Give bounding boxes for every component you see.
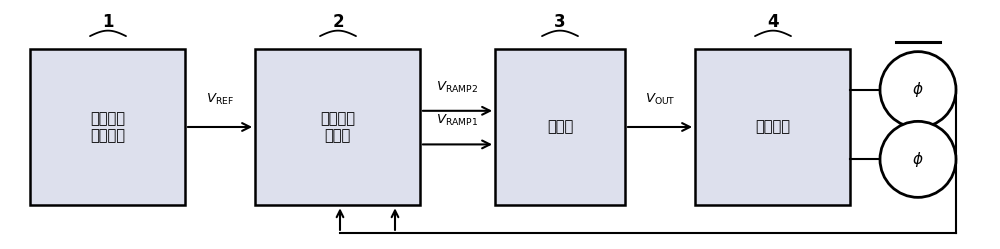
FancyBboxPatch shape [30, 49, 185, 205]
Text: 参考电压
产生电路: 参考电压 产生电路 [90, 111, 125, 143]
FancyBboxPatch shape [695, 49, 850, 205]
Text: $V_{\mathrm{OUT}}$: $V_{\mathrm{OUT}}$ [645, 92, 675, 107]
Ellipse shape [880, 52, 956, 128]
Text: $V_{\mathrm{RAMP1}}$: $V_{\mathrm{RAMP1}}$ [436, 113, 478, 128]
Text: $V_{\mathrm{RAMP2}}$: $V_{\mathrm{RAMP2}}$ [436, 80, 478, 95]
FancyBboxPatch shape [495, 49, 625, 205]
FancyBboxPatch shape [255, 49, 420, 205]
Text: 反相器链: 反相器链 [755, 120, 790, 134]
Ellipse shape [880, 121, 956, 197]
Text: 4: 4 [767, 13, 779, 31]
Text: $\phi$: $\phi$ [912, 150, 924, 169]
Text: 电容充放
电电路: 电容充放 电电路 [320, 111, 355, 143]
Text: 比较器: 比较器 [547, 120, 573, 134]
Text: 1: 1 [102, 13, 114, 31]
Text: $\phi$: $\phi$ [912, 80, 924, 99]
Text: 2: 2 [332, 13, 344, 31]
Text: $V_{\mathrm{REF}}$: $V_{\mathrm{REF}}$ [206, 92, 234, 107]
Text: 3: 3 [554, 13, 566, 31]
